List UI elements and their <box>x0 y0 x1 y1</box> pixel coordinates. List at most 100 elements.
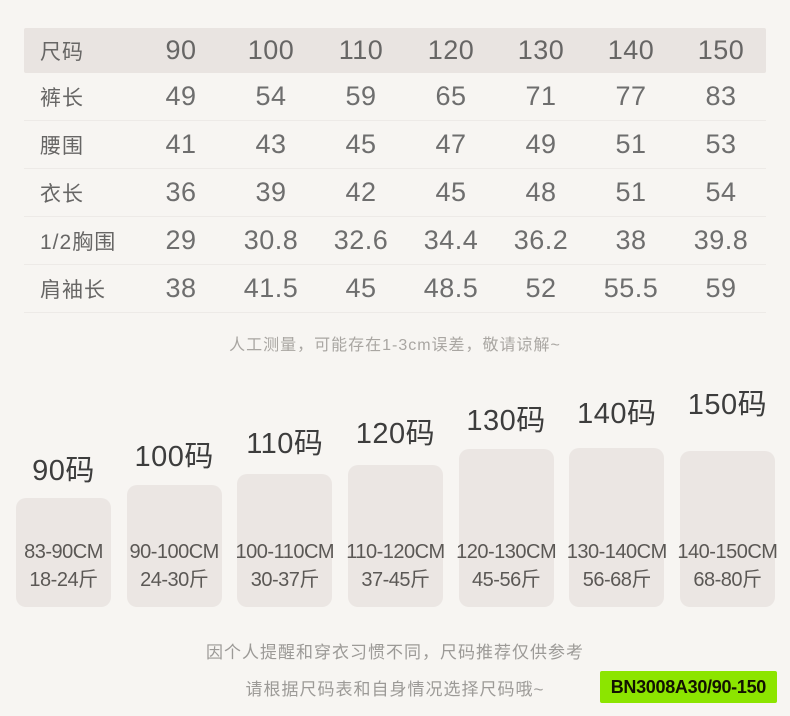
value-cell: 51 <box>615 177 647 207</box>
header-size-cell: 110 <box>338 35 384 65</box>
size-block: 90-100CM 24-30斤 <box>126 485 222 607</box>
table-row-garment-length: 衣长 36 39 42 45 48 51 54 <box>24 169 766 217</box>
table-row-shoulder-sleeve: 肩袖长 38 41.5 45 48.5 52 55.5 59 <box>24 265 766 313</box>
size-range-text: 130-140CM 56-68斤 <box>565 538 668 594</box>
value-cell: 48 <box>525 177 557 207</box>
value-cell: 77 <box>615 81 647 111</box>
value-cell: 53 <box>705 129 737 159</box>
size-recommendation-item-100: 100码 90-100CM 24-30斤 <box>126 433 222 607</box>
height-range: 83-90CM <box>24 541 103 563</box>
value-cell: 42 <box>345 177 377 207</box>
size-label: 100码 <box>134 441 214 473</box>
size-block: 100-110CM 30-37斤 <box>236 474 335 607</box>
value-cell: 51 <box>615 129 647 159</box>
value-cell: 47 <box>435 129 467 159</box>
size-table: 尺码 90 100 110 120 130 140 150 裤长 49 54 5… <box>24 28 766 313</box>
header-row-label: 尺码 <box>40 40 84 64</box>
value-cell: 36.2 <box>513 225 569 255</box>
row-label: 1/2胸围 <box>40 230 117 254</box>
size-range-text: 90-100CM 24-30斤 <box>123 538 226 594</box>
size-label: 120码 <box>355 418 436 450</box>
value-cell: 59 <box>705 273 737 303</box>
size-recommendation-item-120: 120码 110-120CM 37-45斤 <box>346 410 445 607</box>
size-block: 130-140CM 56-68斤 <box>567 448 667 607</box>
value-cell: 65 <box>435 81 467 111</box>
value-cell: 32.6 <box>333 225 389 255</box>
size-range-text: 83-90CM 18-24斤 <box>12 538 115 594</box>
value-cell: 71 <box>525 81 557 111</box>
value-cell: 45 <box>345 129 377 159</box>
value-cell: 38 <box>615 225 647 255</box>
row-label: 腰围 <box>40 134 84 158</box>
size-recommendation-item-130: 130码 120-130CM 45-56斤 <box>456 397 557 607</box>
value-cell: 52 <box>525 273 557 303</box>
size-recommendation-item-150: 150码 140-150CM 68-80斤 <box>677 381 778 607</box>
header-size-cell: 140 <box>607 35 655 65</box>
value-cell: 83 <box>705 81 737 111</box>
header-size-cell: 100 <box>247 35 295 65</box>
value-cell: 38 <box>165 273 197 303</box>
header-size-cell: 120 <box>427 35 475 65</box>
value-cell: 49 <box>165 81 197 111</box>
size-table-header-row: 尺码 90 100 110 120 130 140 150 <box>24 28 766 73</box>
size-block: 110-120CM 37-45斤 <box>346 465 445 607</box>
size-range-text: 140-150CM 68-80斤 <box>676 538 779 594</box>
header-size-cell: 130 <box>517 35 565 65</box>
value-cell: 48.5 <box>423 273 479 303</box>
size-block: 140-150CM 68-80斤 <box>677 451 778 607</box>
weight-range: 30-37斤 <box>250 569 320 591</box>
size-recommendation-item-110: 110码 100-110CM 30-37斤 <box>236 420 335 607</box>
size-range-text: 110-120CM 37-45斤 <box>344 538 447 594</box>
measurement-tolerance-note: 人工测量，可能存在1-3cm误差，敬请谅解~ <box>229 337 561 354</box>
size-recommendation-item-140: 140码 130-140CM 56-68斤 <box>567 390 667 607</box>
value-cell: 36 <box>165 177 197 207</box>
size-label: 140码 <box>577 398 657 430</box>
row-label: 肩袖长 <box>40 278 106 302</box>
size-label: 150码 <box>687 389 768 421</box>
size-range-text: 100-110CM 30-37斤 <box>233 538 336 594</box>
table-row-pants-length: 裤长 49 54 59 65 71 77 83 <box>24 73 766 121</box>
size-label: 130码 <box>466 405 546 437</box>
weight-range: 37-45斤 <box>361 569 430 591</box>
size-range-text: 120-130CM 45-56斤 <box>455 538 558 594</box>
size-label: 110码 <box>246 428 324 460</box>
sku-badge: BN3008A30/90-150 <box>599 671 777 703</box>
size-block: 83-90CM 18-24斤 <box>16 498 111 607</box>
value-cell: 59 <box>345 81 377 111</box>
value-cell: 49 <box>525 129 557 159</box>
height-range: 120-130CM <box>456 541 557 563</box>
size-label: 90码 <box>32 455 95 487</box>
value-cell: 39.8 <box>693 225 749 255</box>
value-cell: 43 <box>255 129 287 159</box>
table-row-waist: 腰围 41 43 45 47 49 51 53 <box>24 121 766 169</box>
value-cell: 39 <box>255 177 287 207</box>
value-cell: 34.4 <box>423 225 479 255</box>
height-range: 140-150CM <box>677 541 778 563</box>
size-recommendation-chart: 90码 83-90CM 18-24斤 100码 90-100CM 24-30斤 … <box>16 389 778 607</box>
size-block: 120-130CM 45-56斤 <box>456 449 557 607</box>
height-range: 110-120CM <box>346 541 445 563</box>
header-size-cell: 90 <box>165 35 197 65</box>
weight-range: 56-68斤 <box>582 569 652 591</box>
value-cell: 41.5 <box>243 273 299 303</box>
value-cell: 45 <box>435 177 467 207</box>
value-cell: 41 <box>165 129 197 159</box>
value-cell: 45 <box>345 273 377 303</box>
value-cell: 55.5 <box>603 273 659 303</box>
size-advice-line1: 因个人提醒和穿衣习惯不同，尺码推荐仅供参考 <box>206 643 584 662</box>
value-cell: 29 <box>165 225 197 255</box>
value-cell: 54 <box>705 177 737 207</box>
header-size-cell: 150 <box>697 35 745 65</box>
table-row-half-chest: 1/2胸围 29 30.8 32.6 34.4 36.2 38 39.8 <box>24 217 766 265</box>
value-cell: 54 <box>255 81 287 111</box>
height-range: 100-110CM <box>235 541 335 563</box>
row-label: 裤长 <box>40 86 84 110</box>
weight-range: 45-56斤 <box>472 569 541 591</box>
size-recommendation-item-90: 90码 83-90CM 18-24斤 <box>16 447 111 607</box>
weight-range: 68-80斤 <box>693 569 762 591</box>
size-advice-line2: 请根据尺码表和自身情况选择尺码哦~ <box>245 680 545 699</box>
height-range: 130-140CM <box>566 541 668 563</box>
row-label: 衣长 <box>40 182 84 206</box>
height-range: 90-100CM <box>129 541 219 563</box>
